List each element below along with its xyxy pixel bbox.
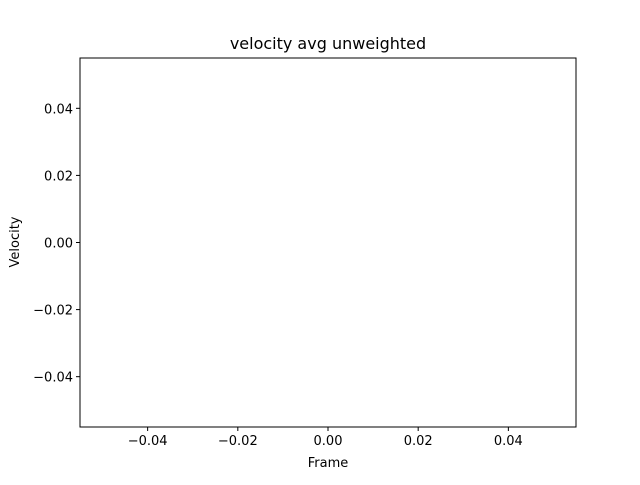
x-tick-label: 0.02 [404, 434, 433, 449]
y-tick-label: −0.04 [33, 371, 73, 386]
chart-title: velocity avg unweighted [230, 34, 426, 53]
y-tick-label: 0.00 [44, 237, 73, 252]
x-axis-ticks: −0.04 −0.02 0.00 0.02 0.04 [128, 427, 523, 449]
y-axis-ticks: −0.04 −0.02 0.00 0.02 0.04 [33, 102, 80, 386]
x-axis-label: Frame [308, 456, 349, 471]
x-tick-label: −0.02 [218, 434, 258, 449]
y-tick-label: −0.02 [33, 304, 73, 319]
y-axis-label: Velocity [8, 216, 23, 267]
x-tick-label: −0.04 [128, 434, 168, 449]
y-tick-label: 0.02 [44, 169, 73, 184]
plot-area-frame [79, 57, 577, 428]
x-tick-label: 0.00 [314, 434, 343, 449]
y-tick-label: 0.04 [44, 102, 73, 117]
x-tick-label: 0.04 [494, 434, 523, 449]
